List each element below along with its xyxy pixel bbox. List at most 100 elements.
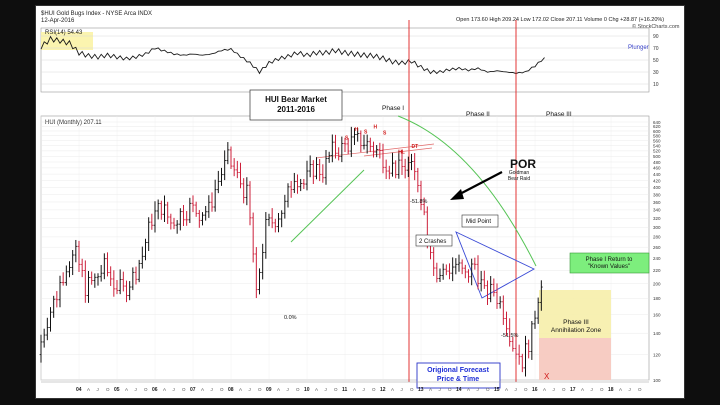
month-label: A <box>277 387 280 392</box>
midpoint-box <box>461 214 499 228</box>
price-tick-label: 600 <box>653 129 661 134</box>
month-label: A <box>467 387 470 392</box>
price-tick-label: 420 <box>653 178 661 183</box>
month-label: J <box>173 387 175 392</box>
midpoint-label: Mid Point <box>466 219 491 225</box>
hs-label: HL <box>398 150 405 156</box>
phase2-label: Phase II <box>466 111 490 118</box>
month-label: O <box>182 387 186 392</box>
month-label: J <box>553 387 555 392</box>
pct0-label: 0.0% <box>284 315 297 321</box>
return-line1: Phase I Return to <box>586 257 633 263</box>
month-label: O <box>562 387 566 392</box>
year-label: 05 <box>114 387 120 393</box>
month-label: O <box>144 387 148 392</box>
month-label: J <box>515 387 517 392</box>
price-tick-label: 340 <box>653 208 661 213</box>
month-label: A <box>581 387 584 392</box>
month-label: J <box>591 387 593 392</box>
price-tick-label: 560 <box>653 138 661 143</box>
month-label: O <box>258 387 262 392</box>
bear-title-line1: HUI Bear Market <box>265 95 327 104</box>
hs-label: S <box>383 130 387 136</box>
price-tick-label: 220 <box>653 268 661 273</box>
uptrend-line <box>290 169 365 243</box>
month-label: A <box>505 387 508 392</box>
forecast-box <box>416 362 501 389</box>
hs-label: H <box>355 127 359 133</box>
hs-label: DT <box>412 144 419 150</box>
rsi-tick-label: 70 <box>653 46 659 52</box>
annihilation-line2: Annihilation Zone <box>551 327 602 334</box>
month-label: O <box>448 387 452 392</box>
return-label: Phase I Return to "Known Values" <box>586 257 633 270</box>
annihilation-label: Phase III Annihilation Zone <box>551 319 602 334</box>
month-label: J <box>439 387 441 392</box>
goldman-label: Goldman Bear Raid <box>508 170 530 182</box>
decline-curve <box>397 115 537 267</box>
month-label: O <box>220 387 224 392</box>
date-line: 12-Apr-2016 <box>41 18 75 24</box>
year-label: 13 <box>418 387 424 393</box>
month-label: A <box>239 387 242 392</box>
month-label: J <box>477 387 479 392</box>
pct1-label: -51.8% <box>410 199 428 205</box>
price-tick-label: 240 <box>653 256 661 261</box>
month-label: A <box>201 387 204 392</box>
hs-label: H <box>374 125 378 131</box>
year-label: 15 <box>494 387 500 393</box>
month-label: J <box>97 387 99 392</box>
month-label: J <box>135 387 137 392</box>
month-label: A <box>163 387 166 392</box>
price-label: HUI (Monthly) 207.11 <box>45 120 102 126</box>
bear-title-line2: 2011-2016 <box>277 105 315 114</box>
price-tick-label: 360 <box>653 200 661 205</box>
year-label: 18 <box>608 387 614 393</box>
bear-title: HUI Bear Market 2011-2016 <box>265 95 327 114</box>
rsi-highlight <box>41 32 93 50</box>
month-label: O <box>638 387 642 392</box>
month-label: A <box>429 387 432 392</box>
chart-frame: $HUI Gold Bugs Index - NYSE Arca INDX 12… <box>36 6 684 398</box>
price-panel: HUI (Monthly) 207.11 6406206005805605405… <box>39 20 661 389</box>
forecast-line1: Origional Forecast <box>427 367 490 374</box>
crashes-label: 2 Crashes <box>419 239 446 245</box>
year-label: 14 <box>456 387 462 393</box>
title-box <box>249 89 343 121</box>
phase1-label: Phase I <box>382 105 404 112</box>
price-tick-label: 460 <box>653 166 661 171</box>
month-label: O <box>524 387 528 392</box>
rsi-tick-label: 10 <box>653 82 659 88</box>
rsi-label: RSI(14) 54.43 <box>45 30 83 36</box>
year-label: 09 <box>266 387 272 393</box>
year-label: 06 <box>152 387 158 393</box>
month-label: A <box>125 387 128 392</box>
month-label: A <box>87 387 90 392</box>
forecast-zone <box>539 338 611 380</box>
year-label: 08 <box>228 387 234 393</box>
month-label: O <box>106 387 110 392</box>
price-tick-label: 140 <box>653 331 661 336</box>
month-label: O <box>334 387 338 392</box>
month-label: O <box>600 387 604 392</box>
goldman-line1: Goldman <box>509 170 530 176</box>
por-label: POR <box>510 157 536 171</box>
rsi-tick-label: 50 <box>653 58 659 64</box>
hs-label: S <box>345 135 349 141</box>
price-tick-label: 320 <box>653 216 661 221</box>
rsi-grid: 90 70 50 30 10 <box>41 34 659 88</box>
rsi-tick-label: 90 <box>653 34 659 40</box>
price-tick-label: 480 <box>653 160 661 165</box>
x-axis: 04 A J O 05 A J O 06 A J O 07 A J O 08 A J O 09 A J O 10 A J O 11 A J O… <box>41 381 649 393</box>
year-label: 07 <box>190 387 196 393</box>
symbol-line: $HUI Gold Bugs Index - NYSE Arca INDX <box>41 11 152 17</box>
price-tick-label: 620 <box>653 124 661 129</box>
hui-chart: $HUI Gold Bugs Index - NYSE Arca INDX 12… <box>39 11 680 393</box>
rsi-line <box>40 35 545 75</box>
month-label: O <box>410 387 414 392</box>
month-label: A <box>391 387 394 392</box>
forecast-label: Origional Forecast Price & Time <box>427 367 490 383</box>
month-label: J <box>249 387 251 392</box>
month-label: A <box>543 387 546 392</box>
